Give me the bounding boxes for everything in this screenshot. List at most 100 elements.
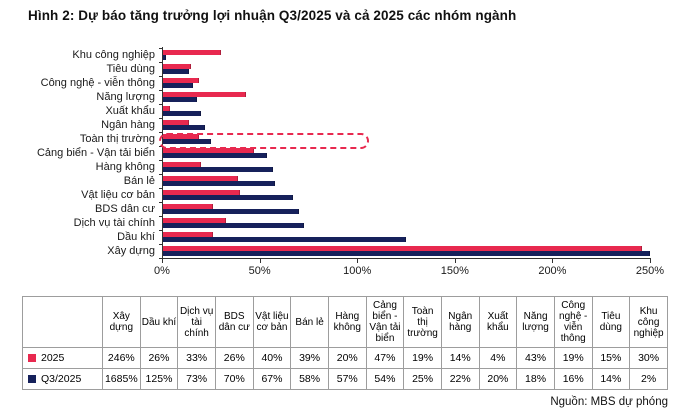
- y-tick: [159, 160, 162, 161]
- bar-q3-2025: [162, 153, 268, 158]
- value-cell: 15%: [591, 347, 631, 369]
- category-bars: [162, 76, 650, 90]
- bar-q3-2025: [162, 69, 190, 74]
- chart-row: Bán lẻ: [30, 174, 650, 188]
- x-tick: [552, 259, 554, 263]
- y-tick: [159, 62, 162, 63]
- x-tick: [162, 259, 163, 263]
- value-cell: 20%: [327, 347, 367, 369]
- chart-row: Xuất khẩu: [30, 104, 650, 118]
- x-tick-label: 0%: [154, 265, 170, 277]
- value-cell: 26%: [139, 347, 179, 369]
- bar-q3-2025: [162, 181, 276, 186]
- value-cell: 25%: [403, 368, 442, 390]
- table-column-header: Toàn thị trường: [403, 296, 442, 348]
- x-tick: [454, 259, 456, 263]
- category-label: Toàn thị trường: [79, 133, 155, 145]
- forecast-table: Xây dựng Dầu khí Dịch vụ tài chính BDS dân …: [22, 296, 668, 390]
- table-row: Q3/2025 1685% 125% 73% 70% 67% 58% 57% 54% 25% 22%…: [22, 368, 668, 390]
- x-tick-label: 50%: [248, 265, 271, 277]
- bar-2025: [162, 148, 254, 153]
- category-label: Vật liệu cơ bản: [81, 189, 155, 201]
- market-highlight-box: [159, 133, 369, 149]
- bar-2025: [162, 92, 246, 97]
- value-cell: 246%: [102, 347, 141, 369]
- category-bars: [162, 90, 650, 104]
- category-bars: [162, 146, 650, 160]
- value-cell: 73%: [177, 368, 216, 390]
- table-column-header: Dịch vụ tài chính: [177, 296, 216, 348]
- chart-row: Dịch vụ tài chính: [30, 216, 650, 230]
- category-label: BDS dân cư: [95, 203, 155, 215]
- category-bars: [162, 230, 650, 244]
- value-cell: 40%: [252, 347, 292, 369]
- source-note: Nguồn: MBS dự phóng: [550, 396, 668, 408]
- legend-swatch-icon: [28, 375, 36, 383]
- value-cell: 39%: [290, 347, 329, 369]
- category-bars: [162, 62, 650, 76]
- table-column-header: Tiêu dùng: [591, 296, 631, 348]
- category-bars: [162, 48, 650, 62]
- bar-q3-2025: [162, 195, 293, 200]
- bar-2025: [162, 50, 221, 55]
- chart-row: Năng lượng: [30, 90, 650, 104]
- x-tick-label: 200%: [538, 265, 567, 277]
- y-tick: [159, 188, 162, 189]
- table-column-header: Dầu khí: [139, 296, 179, 348]
- value-cell: 22%: [440, 368, 480, 390]
- category-label: Bán lẻ: [123, 175, 155, 187]
- bar-chart: Khu công nghiệp Tiêu dùng Công nghệ - viễn…: [30, 47, 664, 288]
- y-tick: [159, 216, 162, 217]
- legend-cell: Q3/2025: [22, 368, 103, 390]
- chart-row: Cảng biển - Vận tải biển: [30, 146, 650, 160]
- value-cell: 57%: [327, 368, 367, 390]
- bar-2025: [162, 64, 192, 69]
- category-label: Khu công nghiệp: [72, 49, 155, 61]
- x-tick: [259, 259, 261, 263]
- bar-2025: [162, 134, 200, 139]
- value-cell: 19%: [403, 347, 442, 369]
- value-cell: 14%: [440, 347, 480, 369]
- chart-row: Toàn thị trường: [30, 132, 650, 146]
- chart-row: Tiêu dùng: [30, 62, 650, 76]
- category-label: Ngân hàng: [101, 119, 155, 131]
- table-column-header: Xuất khẩu: [478, 296, 518, 348]
- value-cell: 18%: [516, 368, 555, 390]
- bar-q3-2025: [162, 111, 202, 116]
- chart-row: Ngân hàng: [30, 118, 650, 132]
- value-cell: 54%: [365, 368, 405, 390]
- bar-2025: [162, 106, 170, 111]
- y-tick: [159, 90, 162, 91]
- table-row: 2025 246% 26% 33% 26% 40% 39% 20% 47% 19% 14% 4% 43%…: [22, 347, 668, 369]
- bar-q3-2025: [162, 139, 211, 144]
- bar-q3-2025: [162, 97, 198, 102]
- table-corner-cell: [22, 296, 103, 348]
- category-label: Hàng không: [95, 161, 155, 173]
- y-tick: [159, 258, 162, 259]
- table-column-header: Năng lượng: [516, 296, 555, 348]
- value-cell: 70%: [214, 368, 254, 390]
- legend-cell: 2025: [22, 347, 103, 369]
- value-cell: 20%: [478, 368, 518, 390]
- y-axis-line: [162, 47, 163, 259]
- table-column-header: BDS dân cư: [214, 296, 254, 348]
- table-column-header: Xây dựng: [102, 296, 141, 348]
- category-label: Năng lượng: [96, 91, 155, 103]
- category-label: Xuất khẩu: [105, 105, 155, 117]
- bar-2025: [162, 190, 241, 195]
- x-tick: [650, 259, 651, 263]
- value-cell: 30%: [629, 347, 668, 369]
- bar-2025: [162, 218, 227, 223]
- category-label: Dầu khí: [117, 231, 155, 243]
- y-tick: [159, 48, 162, 49]
- value-cell: 47%: [365, 347, 405, 369]
- category-bars: [162, 244, 650, 258]
- table-column-header: Ngân hàng: [440, 296, 480, 348]
- table-column-header: Bán lẻ: [290, 296, 329, 348]
- bar-q3-2025: [162, 55, 166, 60]
- chart-row: Vật liệu cơ bản: [30, 188, 650, 202]
- y-tick: [159, 174, 162, 175]
- table-column-header: Khu công nghiệp: [629, 296, 668, 348]
- figure-title: Hình 2: Dự báo tăng trưởng lợi nhuận Q3/…: [28, 8, 517, 23]
